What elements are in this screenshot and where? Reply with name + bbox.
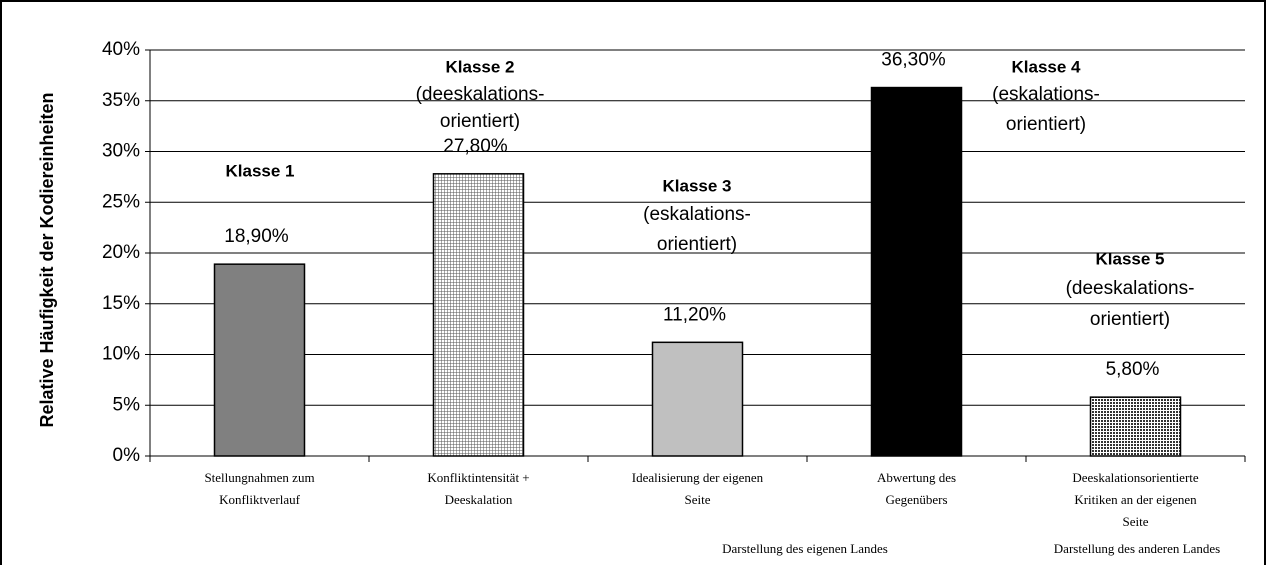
value-label: 11,20% [663, 304, 726, 325]
group-label: Darstellung des anderen Landes [1054, 541, 1220, 556]
x-tick-label: Kritiken an der eigenen [1074, 492, 1197, 507]
y-tick-label: 25% [102, 191, 140, 212]
x-tick-label: Deeskalation [445, 492, 513, 507]
y-tick-label: 20% [102, 242, 140, 263]
annotation-title: Klasse 3 [663, 176, 732, 195]
value-label: 36,30% [881, 50, 946, 71]
annotation-title: Klasse 5 [1096, 249, 1165, 268]
annotation-text: (eskalations- [643, 204, 751, 225]
annotation-title: Klasse 4 [1012, 57, 1082, 76]
x-tick-label: Konfliktintensität + [427, 470, 529, 485]
x-tick-label: Deeskalationsorientierte [1072, 470, 1199, 485]
annotation-text: (deeskalations- [1066, 278, 1195, 299]
y-tick-label: 30% [102, 141, 140, 162]
bar [213, 263, 306, 457]
annotation-text: orientiert) [1006, 114, 1086, 135]
annotation-title: Klasse 2 [446, 57, 515, 76]
annotation-text: (eskalations- [992, 84, 1100, 105]
y-tick-label: 35% [102, 90, 140, 111]
value-label: 27,80% [443, 136, 508, 157]
annotation-text: orientiert) [440, 111, 520, 132]
group-label: Darstellung des eigenen Landes [722, 541, 888, 556]
y-axis-label: Relative Häufigkeit der Kodiereinheiten [37, 92, 57, 427]
x-tick-label: Konfliktverlauf [219, 492, 301, 507]
bar [1089, 396, 1182, 457]
annotation-text: orientiert) [657, 234, 737, 255]
x-tick-label: Stellungnahmen zum [204, 470, 314, 485]
x-tick-label: Idealisierung der eigenen [632, 470, 764, 485]
y-tick-label: 5% [113, 394, 141, 415]
x-tick-label: Seite [1123, 514, 1149, 529]
y-tick-label: 10% [102, 344, 140, 365]
y-tick-label: 15% [102, 293, 140, 314]
bar [651, 341, 744, 457]
value-label: 18,90% [224, 226, 289, 247]
x-tick-label: Abwertung des [877, 470, 956, 485]
bar [870, 86, 963, 457]
x-tick-label: Seite [685, 492, 711, 507]
y-tick-label: 0% [113, 445, 141, 466]
annotation-text: (deeskalations- [416, 84, 545, 105]
x-tick-label: Gegenübers [885, 492, 947, 507]
annotation-text: orientiert) [1090, 309, 1170, 330]
annotation-title: Klasse 1 [226, 161, 295, 180]
y-tick-label: 40% [102, 39, 140, 60]
value-label: 5,80% [1106, 359, 1160, 380]
bar [432, 173, 525, 457]
